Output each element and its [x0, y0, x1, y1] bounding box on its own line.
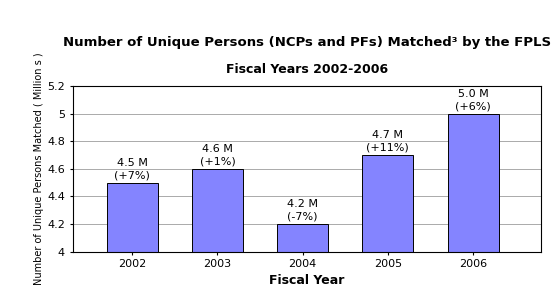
Text: Number of Unique Persons (NCPs and PFs) Matched³ by the FPLS: Number of Unique Persons (NCPs and PFs) … [63, 37, 551, 49]
Text: 4.7 M
(+11%): 4.7 M (+11%) [367, 130, 409, 153]
Y-axis label: Number of Unique Persons Matched ( Million s ): Number of Unique Persons Matched ( Milli… [34, 52, 44, 285]
Bar [448, 114, 499, 307]
Bar [277, 224, 328, 307]
Bar [192, 169, 243, 307]
Text: 4.6 M
(+1%): 4.6 M (+1%) [200, 144, 235, 166]
Bar [107, 183, 158, 307]
Text: 4.5 M
(+7%): 4.5 M (+7%) [114, 158, 150, 180]
Bar [362, 155, 413, 307]
Text: 4.2 M
(-7%): 4.2 M (-7%) [287, 199, 318, 222]
Text: Fiscal Years 2002-2006: Fiscal Years 2002-2006 [226, 63, 388, 76]
Text: 5.0 M
(+6%): 5.0 M (+6%) [455, 89, 491, 111]
X-axis label: Fiscal Year: Fiscal Year [269, 274, 345, 286]
